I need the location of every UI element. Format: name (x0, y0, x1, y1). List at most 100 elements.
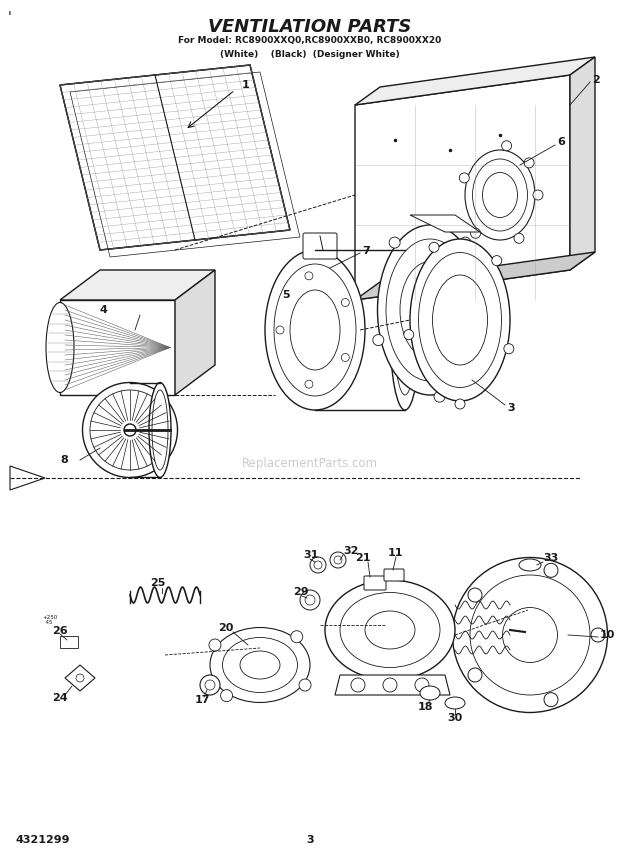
Circle shape (389, 237, 400, 248)
Circle shape (404, 330, 414, 339)
Circle shape (342, 299, 349, 307)
Polygon shape (60, 65, 290, 250)
Text: VENTILATION PARTS: VENTILATION PARTS (208, 18, 412, 36)
Polygon shape (355, 57, 595, 105)
Text: 5: 5 (282, 290, 290, 300)
Ellipse shape (519, 559, 541, 571)
Ellipse shape (210, 628, 310, 703)
Text: 6: 6 (557, 137, 565, 147)
Circle shape (200, 675, 220, 695)
Polygon shape (10, 466, 45, 490)
Circle shape (502, 140, 512, 151)
FancyBboxPatch shape (364, 576, 386, 590)
Text: 26: 26 (52, 626, 68, 636)
Circle shape (533, 190, 543, 200)
Bar (60, 636, 78, 648)
Circle shape (468, 588, 482, 602)
Text: 4321299: 4321299 (15, 835, 69, 845)
Text: 4: 4 (100, 305, 108, 315)
Circle shape (514, 233, 524, 244)
Ellipse shape (453, 558, 608, 713)
Circle shape (544, 563, 558, 578)
Polygon shape (355, 75, 570, 300)
Ellipse shape (420, 686, 440, 700)
Text: 33: 33 (543, 553, 558, 563)
Circle shape (305, 272, 313, 280)
Text: 11: 11 (388, 548, 404, 558)
Circle shape (492, 256, 502, 265)
Text: 25: 25 (150, 578, 166, 588)
Polygon shape (335, 675, 450, 695)
Ellipse shape (390, 250, 420, 410)
Ellipse shape (482, 172, 518, 218)
Text: 1: 1 (242, 80, 250, 90)
Circle shape (209, 639, 221, 651)
Text: 30: 30 (448, 713, 463, 723)
Text: (White)    (Black)  (Designer White): (White) (Black) (Designer White) (220, 50, 400, 59)
Ellipse shape (445, 697, 465, 709)
Polygon shape (175, 270, 215, 395)
Circle shape (305, 381, 313, 388)
Circle shape (471, 228, 480, 238)
Circle shape (504, 344, 514, 354)
Ellipse shape (378, 225, 482, 395)
Circle shape (591, 628, 605, 642)
Circle shape (221, 690, 232, 702)
Circle shape (477, 327, 489, 338)
Text: +250
  45: +250 45 (42, 615, 57, 625)
Text: 3: 3 (507, 403, 515, 413)
Polygon shape (410, 215, 480, 232)
Text: 29: 29 (293, 587, 309, 597)
Circle shape (300, 590, 320, 610)
Text: 3: 3 (306, 835, 314, 845)
Circle shape (351, 678, 365, 692)
Text: 32: 32 (343, 546, 358, 556)
Circle shape (434, 391, 445, 402)
Circle shape (524, 158, 534, 168)
Circle shape (383, 678, 397, 692)
Polygon shape (570, 57, 595, 270)
Circle shape (415, 678, 429, 692)
Text: 31: 31 (303, 550, 319, 560)
Text: 2: 2 (592, 75, 600, 85)
Text: 24: 24 (52, 693, 68, 703)
Circle shape (460, 237, 471, 248)
Ellipse shape (433, 275, 487, 365)
Ellipse shape (265, 250, 365, 410)
Circle shape (276, 326, 284, 334)
Ellipse shape (410, 239, 510, 401)
FancyBboxPatch shape (384, 569, 404, 581)
Ellipse shape (502, 608, 557, 662)
Text: 17: 17 (195, 695, 211, 705)
Circle shape (429, 242, 439, 252)
Polygon shape (65, 665, 95, 691)
Text: 10: 10 (600, 630, 616, 640)
FancyBboxPatch shape (303, 233, 337, 259)
Text: 20: 20 (218, 623, 233, 633)
Ellipse shape (46, 302, 74, 393)
Ellipse shape (400, 262, 460, 358)
Circle shape (299, 679, 311, 691)
Ellipse shape (149, 382, 171, 478)
Text: 21: 21 (355, 553, 371, 563)
Text: For Model: RC8900XXQ0,RC8900XXB0, RC8900XX20: For Model: RC8900XXQ0,RC8900XXB0, RC8900… (179, 36, 441, 45)
Circle shape (342, 354, 349, 362)
Ellipse shape (465, 150, 535, 240)
Circle shape (544, 692, 558, 707)
Circle shape (468, 668, 482, 682)
Ellipse shape (82, 382, 177, 478)
Text: 18: 18 (418, 702, 433, 712)
Polygon shape (60, 300, 175, 395)
Text: ': ' (8, 10, 12, 24)
Circle shape (291, 631, 303, 642)
Circle shape (124, 424, 136, 436)
Ellipse shape (365, 611, 415, 649)
Ellipse shape (325, 580, 455, 680)
Circle shape (373, 335, 384, 345)
Polygon shape (60, 270, 215, 300)
Circle shape (310, 557, 326, 573)
Text: 8: 8 (60, 455, 68, 465)
Text: ReplacementParts.com: ReplacementParts.com (242, 456, 378, 469)
Circle shape (330, 552, 346, 568)
Polygon shape (355, 252, 595, 300)
